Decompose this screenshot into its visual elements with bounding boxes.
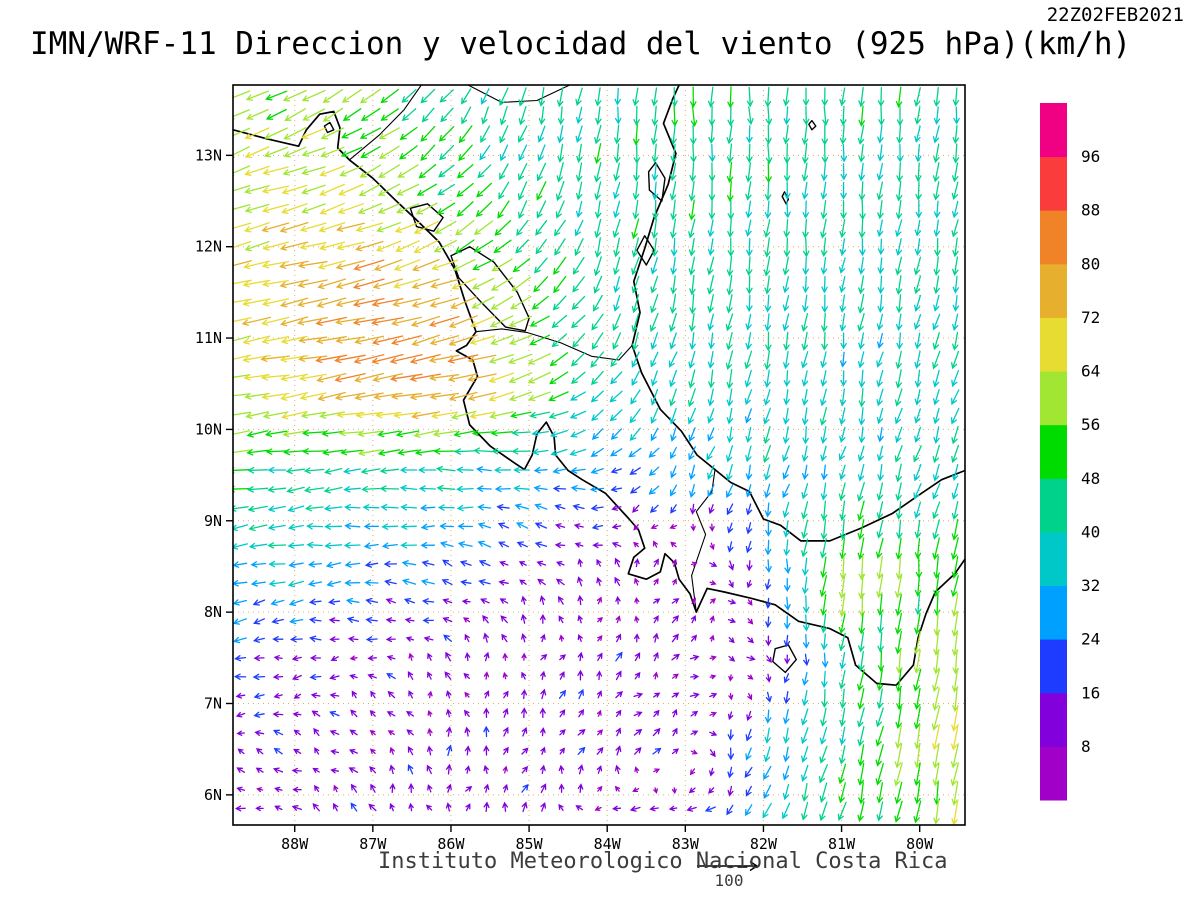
lon-axis-label: 83W xyxy=(672,835,700,853)
colorbar-segment xyxy=(1040,263,1067,318)
lake-or-island xyxy=(450,245,530,332)
reference-vector-arrow xyxy=(697,860,759,872)
chart-title: IMN/WRF-11 Direccion y velocidad del vie… xyxy=(30,26,1132,62)
colorbar-segment xyxy=(1040,746,1067,801)
lat-axis-label: 7N xyxy=(204,694,222,712)
colorbar-label: 96 xyxy=(1081,147,1100,166)
footer-caption: Instituto Meteorologico Nacional Costa R… xyxy=(378,849,948,874)
colorbar-segment xyxy=(1040,103,1067,158)
lon-axis-label: 84W xyxy=(594,835,622,853)
lon-axis-label: 87W xyxy=(359,835,387,853)
colorbar xyxy=(1040,103,1067,801)
lat-axis-label: 10N xyxy=(195,420,222,438)
country-border xyxy=(349,85,422,161)
colorbar-segment xyxy=(1040,478,1067,533)
colorbar-label: 24 xyxy=(1081,630,1100,649)
colorbar-segment xyxy=(1040,156,1067,211)
lat-axis-label: 11N xyxy=(195,329,222,347)
colorbar-label: 72 xyxy=(1081,308,1100,327)
lon-axis-label: 85W xyxy=(516,835,544,853)
colorbar-label: 48 xyxy=(1081,469,1100,488)
coastlines-and-borders xyxy=(233,85,965,687)
coastline xyxy=(233,110,965,687)
lon-axis-label: 80W xyxy=(906,835,934,853)
colorbar-segment xyxy=(1040,210,1067,265)
colorbar-segment xyxy=(1040,585,1067,640)
axis-ticks xyxy=(226,154,921,832)
colorbar-segment xyxy=(1040,531,1067,586)
lat-axis-label: 6N xyxy=(204,786,222,804)
lake-or-island xyxy=(636,234,655,266)
lat-axis-label: 12N xyxy=(195,238,222,256)
colorbar-segment xyxy=(1040,317,1067,372)
colorbar-label: 16 xyxy=(1081,683,1100,702)
coastline xyxy=(631,85,965,542)
wind-vectors xyxy=(233,86,960,825)
colorbar-label: 64 xyxy=(1081,362,1100,381)
lon-axis-label: 88W xyxy=(281,835,309,853)
country-border xyxy=(475,328,633,361)
lat-axis-label: 13N xyxy=(195,146,222,164)
colorbar-segment xyxy=(1040,692,1067,747)
lat-axis-label: 8N xyxy=(204,603,222,621)
colorbar-label: 56 xyxy=(1081,415,1100,434)
colorbar-segment xyxy=(1040,424,1067,479)
colorbar-label: 80 xyxy=(1081,254,1100,273)
colorbar-label: 8 xyxy=(1081,737,1091,756)
map-frame xyxy=(232,84,966,826)
colorbar-segment xyxy=(1040,639,1067,694)
lake-or-island xyxy=(647,161,666,202)
colorbar-labels: 8 16 24 32 40 48 56 64 72 80 88 96 xyxy=(1081,147,1100,756)
colorbar-label: 88 xyxy=(1081,201,1100,220)
valid-time: 22Z02FEB2021 xyxy=(1046,4,1184,26)
colorbar-segment xyxy=(1040,371,1067,426)
lon-axis-label: 82W xyxy=(750,835,778,853)
lon-axis-label: 81W xyxy=(828,835,856,853)
lake-or-island xyxy=(808,119,817,131)
colorbar-label: 40 xyxy=(1081,522,1100,541)
reference-vector-value: 100 xyxy=(714,871,744,890)
lat-axis-label: 9N xyxy=(204,512,222,530)
colorbar-label: 32 xyxy=(1081,576,1100,595)
axis-labels: 13N 12N 11N 10N 9N 8N 7N 6N 88W 87W 86W 85W 84W 83W 82… xyxy=(195,146,934,853)
lon-axis-label: 86W xyxy=(437,835,465,853)
lake-or-island xyxy=(323,121,335,134)
